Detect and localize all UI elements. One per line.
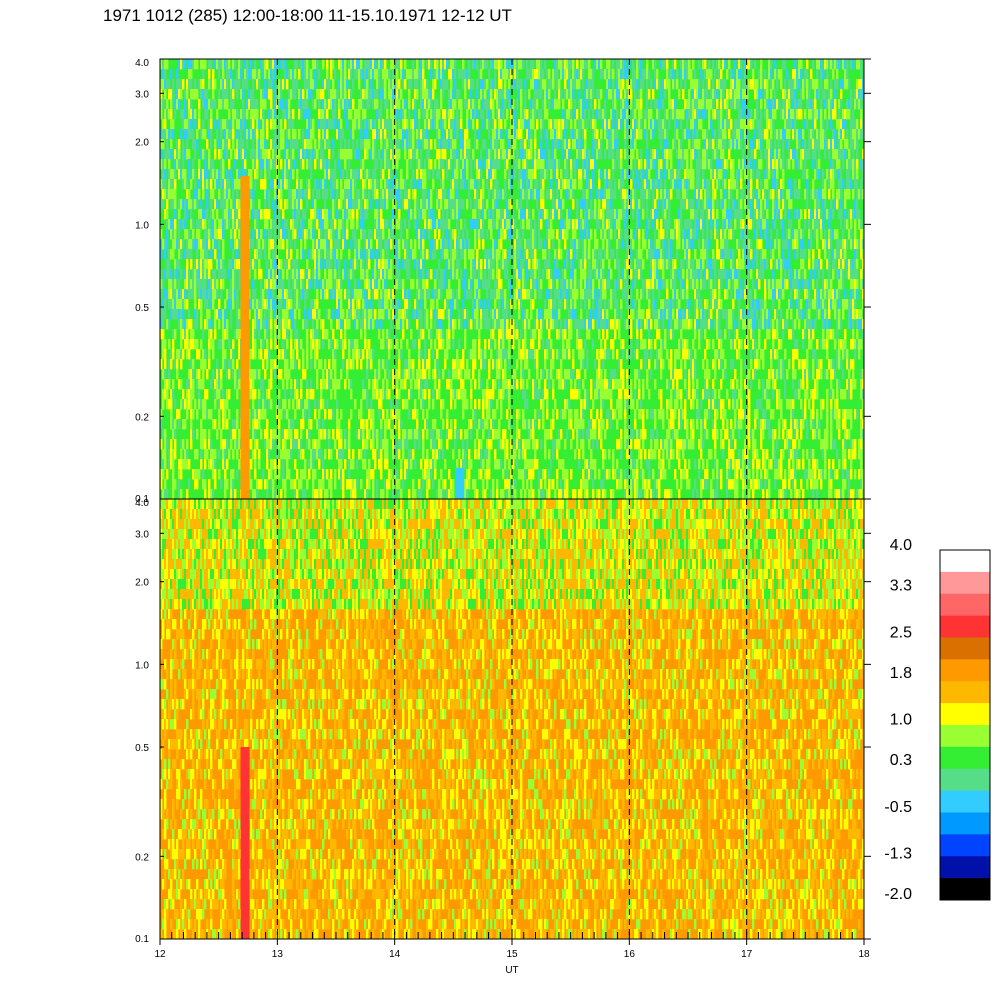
x-axis-label: UT — [505, 965, 518, 976]
x-tick-label: 18 — [858, 949, 870, 960]
colorbar-segment — [940, 878, 990, 901]
y-tick-label: 0.1 — [135, 494, 149, 505]
colorbar-label: -1.3 — [884, 845, 912, 862]
colorbar-segment — [940, 812, 990, 835]
colorbar-label: 1.8 — [890, 665, 912, 682]
colorbar-label: 1.0 — [890, 712, 912, 729]
colorbar-segment — [940, 725, 990, 748]
colorbar-label: 0.3 — [890, 752, 912, 769]
x-tick-label: 15 — [506, 949, 518, 960]
y-tick-label: 0.5 — [135, 743, 149, 754]
colorbar: 4.0 3.3 2.5 1.8 1.0 0.3 -0.5 -1.3 -2.0 — [884, 537, 991, 903]
y-tick-label: 0.5 — [135, 303, 149, 314]
colorbar-segment — [940, 768, 990, 792]
x-tick-label: 17 — [741, 949, 753, 960]
y-tick-label: 0.2 — [135, 412, 149, 423]
colorbar-segment — [940, 790, 990, 813]
y-tick-label: 4.0 — [135, 498, 149, 509]
colorbar-label: 4.0 — [890, 537, 912, 554]
colorbar-segment — [940, 703, 990, 726]
colorbar-segment — [940, 593, 990, 617]
colorbar-segment — [940, 637, 990, 660]
y-tick-label: 1.0 — [135, 660, 149, 671]
colorbar-frame — [939, 549, 991, 901]
colorbar-segment — [940, 659, 990, 682]
upper-streak-0 — [240, 175, 250, 499]
chart-title: 1971 1012 (285) 12:00-18:00 11-15.10.197… — [103, 6, 512, 25]
y-tick-label: 0.2 — [135, 852, 149, 863]
colorbar-label: -2.0 — [884, 886, 912, 903]
x-tick-label: 14 — [389, 949, 401, 960]
y-tick-label: 0.1 — [135, 934, 149, 945]
colorbar-segment — [940, 746, 990, 770]
y-tick-label: 2.0 — [135, 138, 149, 149]
colorbar-segment — [940, 856, 990, 879]
x-tick-label: 16 — [624, 949, 636, 960]
colorbar-label: 3.3 — [890, 578, 912, 595]
y-tick-label: 3.0 — [135, 89, 149, 100]
colorbar-segment — [940, 571, 990, 595]
x-tick-label: 12 — [154, 949, 166, 960]
colorbar-label: 2.5 — [890, 624, 912, 641]
colorbar-label: -0.5 — [884, 799, 912, 816]
axes: 4.03.02.01.00.50.20.14.03.02.01.00.50.20… — [135, 58, 871, 976]
x-tick-label: 13 — [272, 949, 284, 960]
y-tick-label: 4.0 — [135, 58, 149, 69]
y-tick-label: 3.0 — [135, 529, 149, 540]
colorbar-segment — [940, 834, 990, 857]
upper-streak-1 — [455, 467, 465, 499]
colorbar-segment — [940, 615, 990, 638]
colorbar-segment — [940, 550, 990, 573]
y-tick-label: 1.0 — [135, 220, 149, 231]
colorbar-segment — [940, 681, 990, 704]
y-tick-label: 2.0 — [135, 578, 149, 589]
lower-streak-0 — [240, 747, 250, 939]
